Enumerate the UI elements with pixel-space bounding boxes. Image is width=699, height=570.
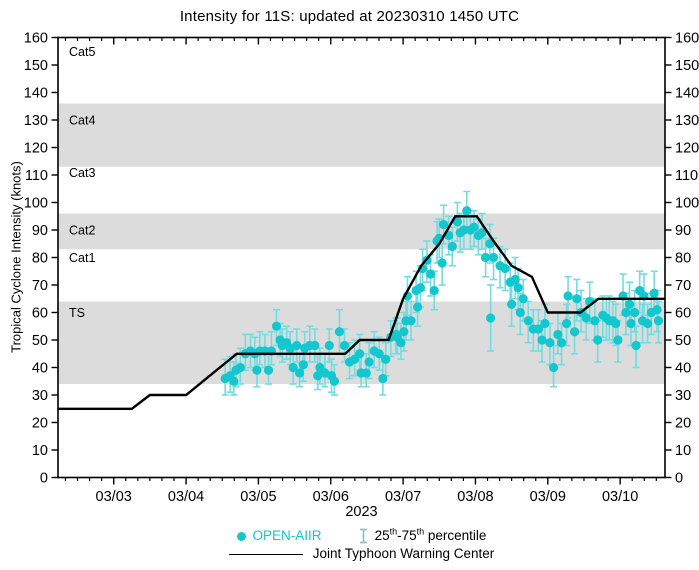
- svg-text:150: 150: [24, 58, 48, 74]
- svg-text:03/05: 03/05: [240, 489, 276, 505]
- percentile-sup-part: th: [389, 526, 398, 537]
- svg-text:20: 20: [32, 416, 48, 432]
- legend-entry-open-aiir: OPEN-AIIR: [236, 527, 322, 545]
- svg-text:0: 0: [40, 471, 48, 487]
- category-labels: TS Cat1 Cat2 Cat3 Cat4 Cat5: [69, 45, 95, 320]
- legend-row-1: OPEN-AIIR 25th-75th percentile: [236, 527, 487, 545]
- svg-text:03/06: 03/06: [313, 489, 349, 505]
- x-axis-year-label: 2023: [345, 504, 378, 520]
- svg-text:Cat2: Cat2: [69, 224, 95, 238]
- legend-jtwc-label: Joint Typhoon Warning Center: [312, 545, 495, 561]
- legend-row-2: Joint Typhoon Warning Center: [228, 545, 495, 563]
- chart-title: Intensity for 11S: updated at 20230310 1…: [179, 8, 520, 25]
- percentile-sup-part: th: [416, 526, 425, 537]
- svg-text:120: 120: [675, 141, 699, 157]
- svg-text:TS: TS: [69, 306, 85, 320]
- svg-text:30: 30: [32, 388, 48, 404]
- jtwc-line: [58, 215, 665, 410]
- errorbar-icon: [359, 528, 367, 544]
- svg-text:20: 20: [675, 416, 691, 432]
- jtwc-line-icon: [228, 553, 303, 555]
- svg-text:0: 0: [675, 471, 683, 487]
- svg-text:80: 80: [32, 251, 48, 267]
- percentile-text-part: -75: [397, 527, 417, 543]
- svg-text:Cat4: Cat4: [69, 114, 95, 128]
- legend-open-aiir-label: OPEN-AIIR: [252, 527, 322, 543]
- svg-text:140: 140: [675, 86, 699, 102]
- svg-text:90: 90: [32, 223, 48, 239]
- svg-text:03/10: 03/10: [602, 489, 638, 505]
- svg-text:160: 160: [675, 31, 699, 47]
- svg-text:110: 110: [25, 168, 48, 184]
- svg-text:110: 110: [675, 168, 698, 184]
- svg-text:90: 90: [675, 223, 691, 239]
- svg-text:120: 120: [24, 141, 48, 157]
- svg-text:Cat5: Cat5: [69, 45, 95, 59]
- y-axis-ticks: 0 0 10 10 20 20 30 30 40 40 50 50 60 60 70 70 80 80 90 90 10…: [24, 31, 699, 487]
- open-aiir-points: [220, 206, 664, 386]
- svg-text:150: 150: [675, 58, 699, 74]
- svg-text:03/03: 03/03: [96, 489, 132, 505]
- svg-text:70: 70: [675, 278, 691, 294]
- svg-text:Cat1: Cat1: [69, 251, 95, 265]
- svg-text:130: 130: [24, 113, 48, 129]
- svg-text:140: 140: [24, 86, 48, 102]
- svg-text:Cat3: Cat3: [69, 166, 95, 180]
- svg-text:10: 10: [675, 443, 691, 459]
- svg-text:40: 40: [675, 361, 691, 377]
- svg-text:40: 40: [32, 361, 48, 377]
- chart-legend: OPEN-AIIR 25th-75th percentile Joint Typ…: [58, 527, 665, 563]
- svg-text:80: 80: [675, 251, 691, 267]
- legend-entry-percentile: 25th-75th percentile: [358, 527, 487, 545]
- svg-text:03/09: 03/09: [530, 489, 566, 505]
- percentile-text-part: 25: [374, 527, 390, 543]
- legend-percentile-label: 25th-75th percentile: [375, 527, 487, 545]
- x-axis-ticks: 03/03 03/04 03/05 03/06 03/07 03/08 03/09 03/10: [64, 37, 657, 505]
- svg-text:60: 60: [675, 306, 691, 322]
- svg-text:70: 70: [32, 278, 48, 294]
- svg-text:60: 60: [32, 306, 48, 322]
- svg-text:50: 50: [675, 333, 691, 349]
- svg-text:160: 160: [24, 31, 48, 47]
- percentile-text-part: percentile: [424, 527, 487, 543]
- svg-text:130: 130: [675, 113, 699, 129]
- svg-text:100: 100: [675, 196, 699, 212]
- svg-text:50: 50: [32, 333, 48, 349]
- svg-text:03/04: 03/04: [168, 489, 204, 505]
- svg-text:100: 100: [24, 196, 48, 212]
- svg-text:03/07: 03/07: [385, 489, 421, 505]
- svg-text:30: 30: [675, 388, 691, 404]
- svg-text:03/08: 03/08: [457, 489, 493, 505]
- open-aiir-marker-icon: [236, 531, 246, 541]
- svg-text:10: 10: [32, 443, 48, 459]
